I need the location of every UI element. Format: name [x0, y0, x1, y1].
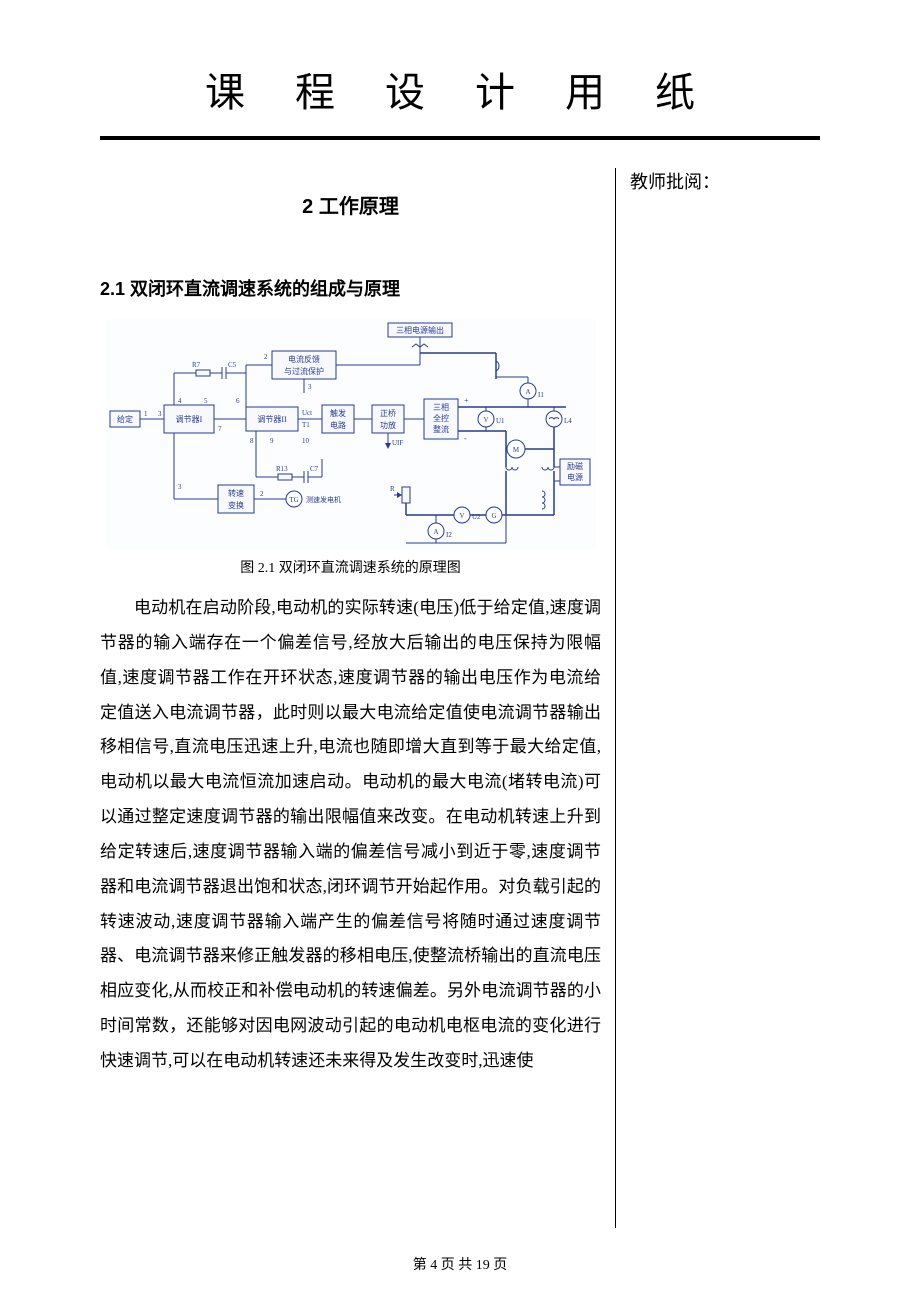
regulator1-label: 调节器I — [175, 415, 202, 424]
excite-l1: 励磁 — [567, 461, 583, 471]
trigger-l2: 电路 — [330, 420, 346, 430]
title-rule — [100, 136, 820, 140]
tg-label: TG — [289, 496, 298, 504]
u2-label: U2 — [472, 513, 481, 521]
circuit-diagram: 三相电源输出 给定 1 3 调节器I R7 — [106, 319, 596, 549]
pin-3b: 3 — [308, 383, 312, 391]
amp-l2: 功放 — [380, 420, 396, 430]
r7-resistor-icon — [196, 370, 210, 376]
i2-label: I2 — [446, 531, 452, 539]
c5-label: C5 — [228, 361, 237, 369]
pin-2b: 2 — [260, 490, 264, 498]
body-paragraph: 电动机在启动阶段,电动机的实际转速(电压)低于给定值,速度调节器的输入端存在一个… — [100, 591, 601, 1079]
trigger-l1: 触发 — [330, 408, 346, 418]
r-label: R — [390, 485, 395, 493]
v2-label: V — [459, 512, 464, 520]
a2-label: A — [433, 528, 438, 536]
pin-2: 2 — [264, 353, 268, 361]
two-column-layout: 2 工作原理 2.1 双闭环直流调速系统的组成与原理 三相电源输出 给定 1 3 — [100, 168, 820, 1228]
teacher-comment-column: 教师批阅： — [616, 168, 820, 1228]
i1-label: I1 — [538, 391, 544, 399]
t1-label: T1 — [302, 421, 310, 429]
rect-l1: 三相 — [433, 402, 449, 412]
rect-l2: 全控 — [433, 413, 449, 423]
potentiometer-icon — [402, 487, 410, 503]
chapter-heading: 2 工作原理 — [100, 190, 601, 219]
v1-label: V — [483, 416, 488, 424]
pin-5: 5 — [204, 397, 208, 405]
pin-8: 8 — [250, 437, 254, 445]
u1-label: U1 — [496, 417, 505, 425]
excite-l2: 电源 — [567, 472, 583, 482]
amp-l1: 正桥 — [380, 408, 396, 418]
feedback-l2: 与过流保护 — [284, 366, 324, 376]
rect-l3: 整流 — [433, 424, 449, 434]
minus-label: - — [464, 434, 467, 443]
uif-label: UIF — [392, 439, 403, 447]
g-label: G — [491, 512, 496, 520]
r13-resistor-icon — [278, 474, 292, 480]
l4-label: L4 — [564, 417, 572, 425]
r7-label: R7 — [192, 361, 201, 369]
section-heading: 2.1 双闭环直流调速系统的组成与原理 — [100, 275, 601, 301]
plus-label: + — [464, 396, 469, 405]
pin-1: 1 — [144, 410, 148, 418]
pin-4: 4 — [178, 397, 182, 405]
pin-3c: 3 — [178, 483, 182, 491]
a1-label: A — [525, 388, 530, 396]
speed-l2: 变换 — [228, 500, 244, 510]
tg-text: 测速发电机 — [306, 495, 341, 504]
m-label: M — [512, 446, 519, 454]
page-title: 课 程 设 计 用 纸 — [100, 60, 820, 118]
figure-caption: 图 2.1 双闭环直流调速系统的原理图 — [100, 557, 601, 577]
uct-label: Uct — [302, 409, 312, 417]
regulator2-label: 调节器II — [257, 415, 287, 424]
three-phase-source-label: 三相电源输出 — [396, 325, 444, 335]
c7-label: C7 — [310, 465, 319, 473]
pin-6: 6 — [236, 397, 240, 405]
content-column: 2 工作原理 2.1 双闭环直流调速系统的组成与原理 三相电源输出 给定 1 3 — [100, 168, 616, 1228]
pin-3: 3 — [158, 410, 162, 418]
feedback-l1: 电流反馈 — [288, 354, 320, 364]
teacher-comment-label: 教师批阅： — [630, 168, 820, 194]
r13-label: R13 — [276, 465, 288, 473]
pin-7: 7 — [218, 425, 222, 433]
speed-l1: 转速 — [228, 488, 244, 498]
pin-10: 10 — [302, 437, 310, 445]
pin-9: 9 — [270, 437, 274, 445]
page-footer: 第 4 页 共 19 页 — [100, 1254, 820, 1274]
given-label: 给定 — [117, 414, 133, 424]
